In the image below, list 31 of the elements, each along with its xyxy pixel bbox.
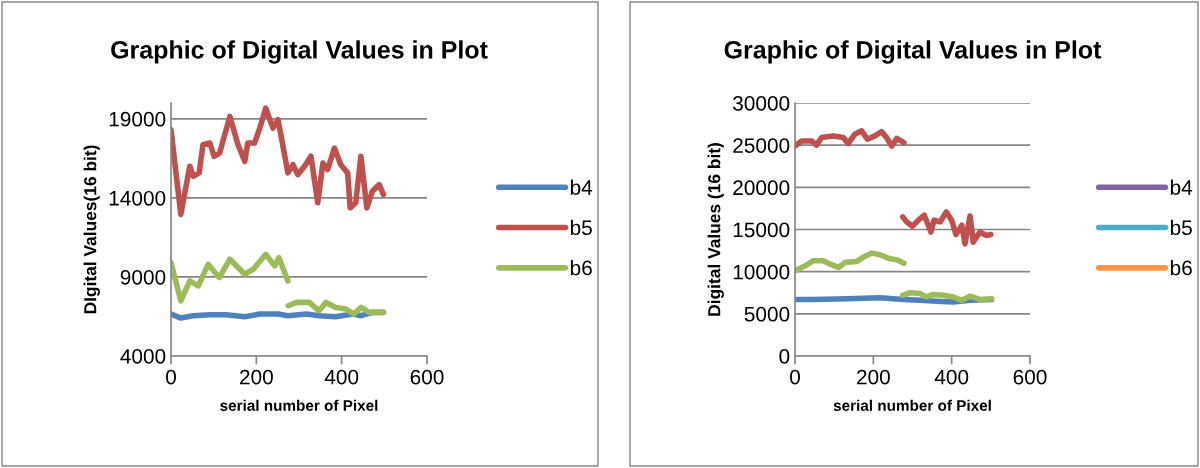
legend-label: b4 [570,179,593,195]
legend-label: b6 [570,260,592,276]
y-tick-label: 25000 [733,138,790,153]
y-tick-label: 5000 [744,306,790,322]
y-tick-label: 14000 [109,190,166,206]
legend-label: b6 [1170,260,1192,276]
y-tick-label: 9000 [120,269,166,285]
x-tick-label: 600 [410,369,444,385]
y-tick-label: 0 [779,349,790,364]
legend-label: b5 [570,219,592,236]
x-tick-label: 0 [790,369,800,385]
x-tick-label: 200 [240,369,273,385]
x-tick-label: 0 [166,369,176,385]
y-tick-label: 20000 [733,180,790,196]
y-axis-title: Digital Values (16 bit) [707,143,724,316]
y-tick-label: 10000 [733,264,790,280]
x-tick-label: 200 [857,369,890,385]
y-tick-label: 30000 [733,96,790,111]
y-tick-label: 15000 [733,222,790,238]
x-axis-title: serial number of Pixel [220,399,378,411]
x-axis-title: serial number of Pixel [833,399,991,411]
legend-label: b5 [1170,219,1192,236]
y-tick-label: 4000 [120,349,166,364]
y-tick-label: 19000 [109,111,166,127]
chart-title: Graphic of Digital Values in Plot [724,40,1102,64]
y-axis-title: DIgital Values(16 bit) [83,145,100,314]
x-tick-label: 400 [934,369,969,385]
legend-label: b4 [1170,179,1193,195]
x-tick-label: 600 [1013,369,1047,385]
chart-title: Graphic of Digital Values in Plot [111,40,488,64]
x-tick-label: 400 [324,369,359,385]
